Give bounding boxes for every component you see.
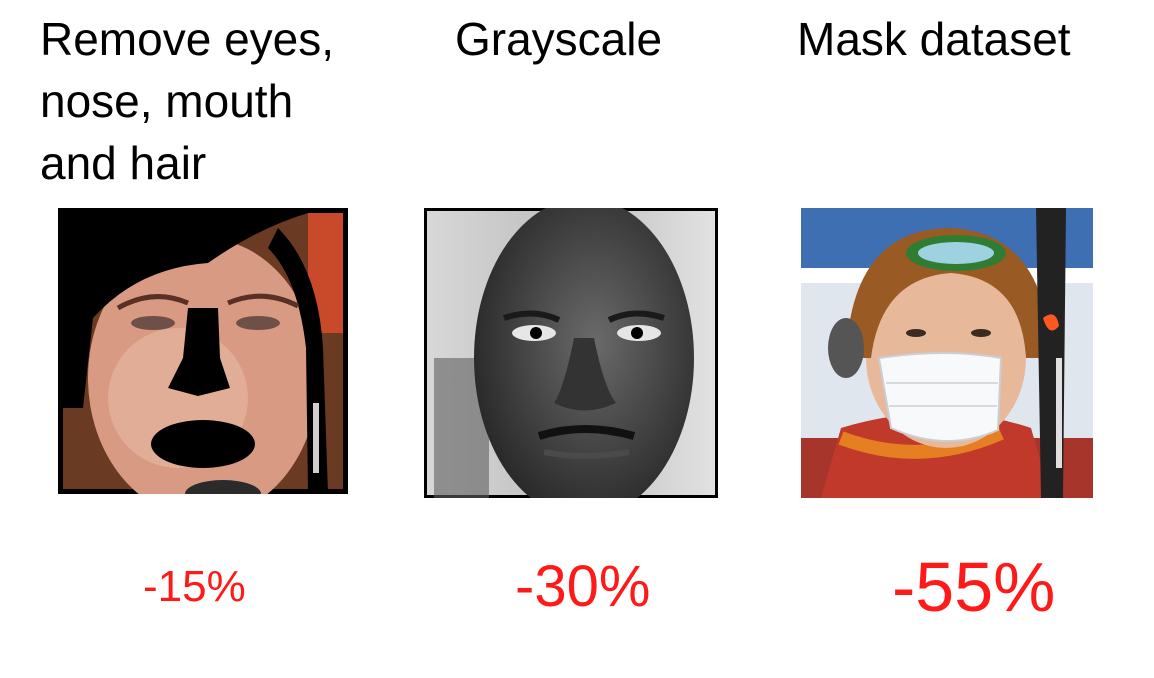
face-image-grayscale	[424, 208, 718, 498]
face-image-mask	[801, 208, 1093, 498]
title-line: Mask dataset	[797, 13, 1071, 65]
column-title-remove-features: Remove eyes, nose, mouth and hair	[40, 8, 334, 194]
column-title-mask-dataset: Mask dataset	[797, 8, 1071, 70]
column-title-grayscale: Grayscale	[455, 8, 662, 70]
title-line: Remove eyes,	[40, 13, 335, 65]
face-image-features-removed	[58, 208, 348, 494]
accuracy-drop-grayscale: -30%	[515, 554, 651, 619]
title-line: and hair	[40, 137, 207, 189]
title-line: Grayscale	[455, 13, 663, 65]
accuracy-drop-mask-dataset: -55%	[892, 548, 1056, 626]
accuracy-drop-remove-features: -15%	[143, 562, 246, 611]
title-line: nose, mouth	[40, 75, 294, 127]
